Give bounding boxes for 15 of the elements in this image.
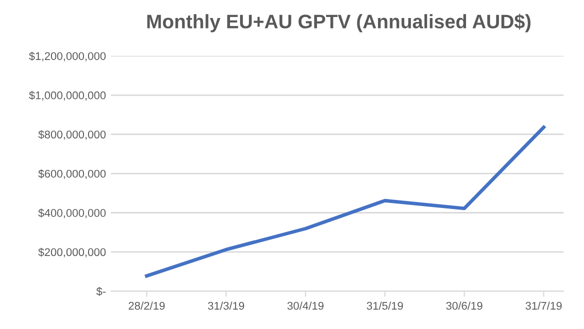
x-tick-label: 31/7/19 <box>526 302 562 310</box>
y-tick-label: $1,200,000,000 <box>28 52 106 62</box>
x-tick-label: 30/6/19 <box>446 302 482 310</box>
x-tick-label: 30/4/19 <box>287 302 324 310</box>
y-tick-label: $400,000,000 <box>38 208 106 218</box>
x-tick-label: 28/2/19 <box>128 302 165 310</box>
y-tick-label: $1,000,000,000 <box>28 90 106 101</box>
x-tick-label: 31/5/19 <box>366 302 403 310</box>
y-tick-label: $800,000,000 <box>38 130 106 140</box>
line-series <box>144 126 546 278</box>
chart-title: Monthly EU+AU GPTV (Annualised AUD$) <box>147 14 530 32</box>
y-tick-label: $- <box>96 286 106 296</box>
y-tick-label: $200,000,000 <box>38 248 106 258</box>
y-tick-label: $600,000,000 <box>38 169 106 179</box>
x-tick-label: 31/3/19 <box>208 302 244 310</box>
